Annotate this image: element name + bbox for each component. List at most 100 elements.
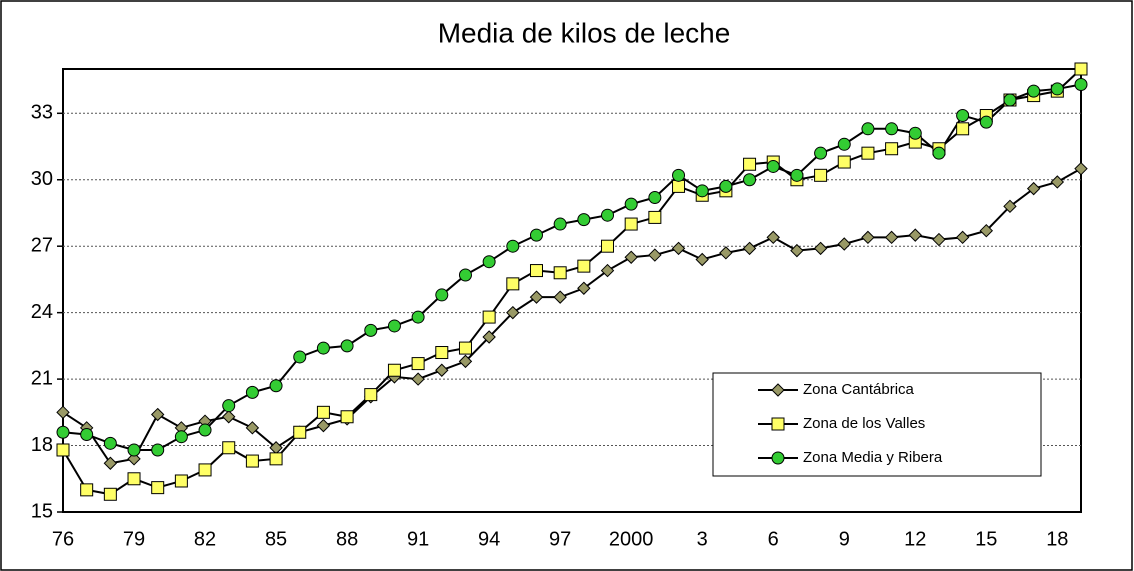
data-point [458,341,472,355]
x-tick-label: 88 [336,528,358,550]
data-point [837,155,851,169]
legend-marker [771,383,785,397]
data-point [269,452,283,466]
data-point [577,259,591,273]
data-point [648,210,662,224]
data-point [742,241,757,256]
y-tick-label: 24 [31,301,53,323]
x-tick-label: 2000 [609,528,654,550]
data-point [695,184,709,198]
data-point [814,146,828,160]
data-point [411,310,425,324]
data-point [1074,78,1088,92]
data-point [435,346,449,360]
y-tick-label: 33 [31,102,53,124]
data-point [174,474,188,488]
data-point [150,407,165,422]
data-point [766,230,780,245]
data-point [269,379,283,393]
data-point [151,443,165,457]
data-point [387,319,401,333]
data-point [482,330,496,344]
data-point [601,208,615,222]
data-point [435,288,449,302]
data-point [1074,62,1088,76]
data-point [600,263,615,278]
data-point [127,472,141,486]
data-point [103,456,118,470]
plot-area [62,68,1082,513]
data-point [861,230,875,245]
data-point [506,239,520,253]
y-tick-label: 18 [31,434,53,456]
data-point [672,168,686,182]
legend-marker [771,417,785,431]
data-point [553,217,567,231]
y-tick-label: 15 [31,500,53,522]
data-point [80,427,94,441]
x-tick-label: 97 [549,528,571,550]
data-point [908,126,922,140]
data-point [672,179,686,193]
data-point [766,159,780,173]
data-point [482,255,496,269]
data-point [340,410,354,424]
data-point [719,179,733,193]
data-point [624,217,638,231]
y-tick-label: 27 [31,234,53,256]
data-point [316,341,330,355]
data-point [151,481,165,495]
data-point [837,237,851,251]
data-point [624,250,638,264]
legend-marker [771,451,785,465]
data-point [743,173,757,187]
legend-label: Zona Cantábrica [803,381,915,398]
data-point [56,443,70,457]
data-point [198,423,212,437]
data-point [837,137,851,151]
x-tick-label: 76 [52,528,74,550]
data-point [529,290,544,304]
data-point [127,443,141,457]
data-point [482,310,496,324]
data-point [411,357,425,371]
y-tick-label: 21 [31,367,53,389]
data-point [198,463,212,477]
data-point [861,146,875,160]
legend-label: Zona Media y Ribera [803,449,943,466]
data-point [340,339,354,353]
data-point [458,354,473,369]
x-tick-label: 6 [768,528,779,550]
data-point [790,168,804,182]
data-point [174,430,188,444]
chart-title: Media de kilos de leche [438,17,731,48]
data-point [458,268,472,282]
data-point [529,264,543,278]
x-tick-label: 94 [478,528,500,550]
data-point [648,190,662,204]
data-point [1003,199,1017,214]
data-point [529,228,543,242]
data-point [506,277,520,291]
data-point [979,115,993,129]
data-point [435,363,449,377]
legend-label: Zona de los Valles [803,415,925,432]
data-point [577,281,591,295]
data-point [56,405,70,420]
data-point [884,230,899,245]
data-point [316,405,330,419]
data-point [956,122,970,136]
data-point [245,454,259,468]
data-point [932,232,946,247]
data-point [364,323,378,337]
data-point [956,109,970,123]
data-point [955,230,970,245]
data-point [1027,84,1041,98]
data-point [601,239,615,253]
x-tick-label: 79 [123,528,145,550]
data-point [1003,93,1017,107]
data-point [1050,82,1064,96]
data-point [1050,175,1065,189]
data-point [245,421,260,435]
data-point [506,305,520,320]
